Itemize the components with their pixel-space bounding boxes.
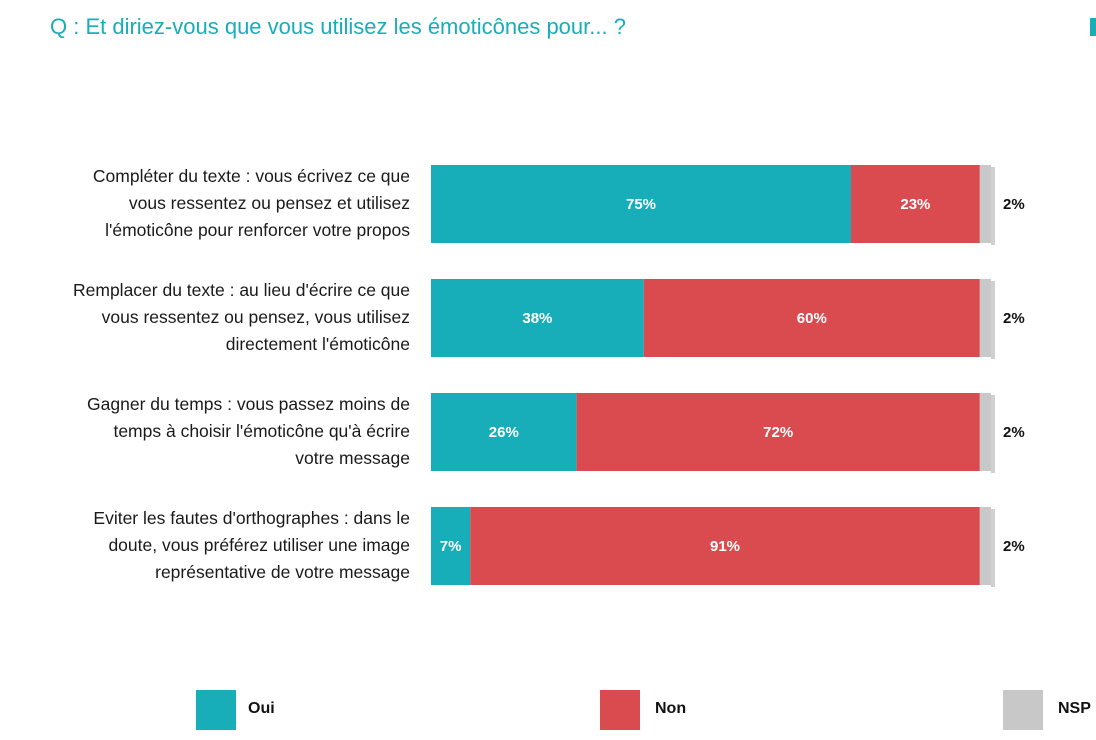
data-label-oui: 38% [522,310,552,327]
bar-shadow [991,395,995,473]
bar-shadow [991,509,995,587]
bar-segment-non [851,165,980,243]
page-edge-marker [1090,18,1096,36]
data-label-oui: 7% [440,538,462,555]
bar-segment-oui [431,393,577,471]
data-label-nsp: 2% [1003,196,1025,213]
category-label: Eviter les fautes d'orthographes : dans … [93,508,410,582]
bar-segment-nsp [979,507,991,585]
legend-label-oui: Oui [248,700,275,717]
data-label-non: 23% [900,196,930,213]
data-label-non: 72% [763,424,793,441]
data-label-non: 91% [710,538,740,555]
bar-shadow [991,167,995,245]
bar-segment-non [470,507,980,585]
category-label: Compléter du texte : vous écrivez ce que… [92,166,410,240]
bar-segment-oui [431,279,644,357]
data-label-oui: 26% [489,424,519,441]
data-label-nsp: 2% [1003,310,1025,327]
bar-segment-non [576,393,980,471]
data-label-non: 60% [797,310,827,327]
legend-label-nsp: NSP [1058,700,1091,717]
bar-segment-nsp [979,165,991,243]
bar-segment-nsp [979,279,991,357]
bar-segment-non [643,279,980,357]
category-label: Gagner du temps : vous passez moins de t… [87,394,410,468]
data-label-nsp: 2% [1003,538,1025,555]
chart-title: Q : Et diriez-vous que vous utilisez les… [50,14,626,39]
data-label-nsp: 2% [1003,424,1025,441]
legend-swatch-oui [196,690,236,730]
legend-label-non: Non [655,700,687,717]
bar-segment-nsp [979,393,991,471]
bar-shadow [991,281,995,359]
bar-segment-oui [431,507,471,585]
legend-swatch-non [600,690,640,730]
bar-segment-oui [431,165,851,243]
legend-swatch-nsp [1003,690,1043,730]
category-label: Remplacer du texte : au lieu d'écrire ce… [73,280,410,354]
data-label-oui: 75% [626,196,656,213]
